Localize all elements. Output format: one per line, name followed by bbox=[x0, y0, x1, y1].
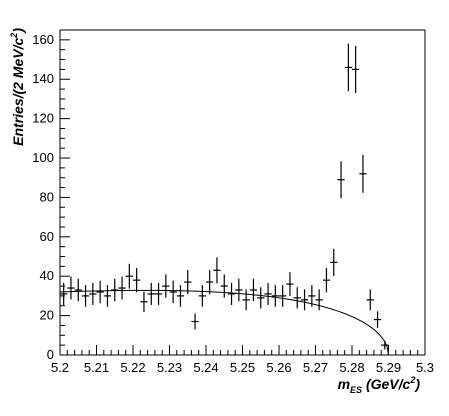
plot-frame bbox=[59, 29, 426, 356]
data-point bbox=[373, 311, 382, 328]
data-point bbox=[279, 285, 287, 307]
data-point bbox=[74, 278, 82, 302]
data-point bbox=[140, 291, 148, 313]
data-point bbox=[60, 282, 68, 305]
data-point bbox=[125, 263, 133, 289]
data-point bbox=[257, 287, 265, 309]
data-point bbox=[220, 274, 228, 298]
x-tick-label: 5.28 bbox=[339, 360, 364, 375]
data-point bbox=[293, 287, 301, 309]
y-axis-tick-labels: 0 20 40 60 80 100 120 140 160 bbox=[32, 32, 54, 362]
data-point bbox=[133, 267, 141, 293]
data-point bbox=[330, 248, 338, 277]
data-point bbox=[176, 285, 185, 307]
y-axis-ticks bbox=[60, 29, 70, 356]
y-tick-label: 40 bbox=[40, 268, 54, 283]
data-point bbox=[118, 276, 126, 300]
y-tick-label: 20 bbox=[40, 308, 54, 323]
data-point bbox=[381, 340, 389, 350]
y-axis-title-close: ) bbox=[10, 28, 26, 35]
data-point bbox=[235, 278, 243, 302]
data-point bbox=[308, 285, 316, 307]
data-point bbox=[147, 282, 155, 305]
data-point bbox=[96, 280, 104, 304]
x-axis-title-unit-close: ) bbox=[413, 376, 420, 392]
x-axis-title: mES (GeV/c2) bbox=[338, 375, 421, 395]
data-point bbox=[227, 282, 236, 305]
x-axis-title-unit-sup: 2 bbox=[409, 375, 415, 385]
x-axis-title-main: m bbox=[338, 376, 350, 392]
data-point bbox=[286, 272, 294, 296]
data-point bbox=[191, 313, 199, 330]
x-tick-label: 5.2 bbox=[51, 360, 69, 375]
y-tick-label: 160 bbox=[32, 32, 54, 47]
data-point bbox=[337, 161, 345, 199]
y-tick-label: 60 bbox=[40, 229, 54, 244]
x-axis-title-subscript: ES bbox=[350, 385, 362, 395]
data-point bbox=[81, 285, 90, 307]
data-point bbox=[315, 289, 323, 311]
data-point bbox=[111, 278, 119, 302]
x-tick-label: 5.24 bbox=[193, 360, 218, 375]
x-tick-label: 5.27 bbox=[303, 360, 328, 375]
data-point bbox=[103, 285, 112, 307]
x-axis-ticks bbox=[59, 345, 426, 355]
data-point bbox=[198, 285, 206, 307]
x-tick-label: 5.23 bbox=[157, 360, 182, 375]
data-point bbox=[206, 270, 214, 295]
data-point bbox=[242, 289, 250, 311]
data-point bbox=[184, 270, 192, 295]
data-point bbox=[322, 267, 331, 293]
x-tick-label: 5.3 bbox=[416, 360, 434, 375]
data-point bbox=[169, 280, 177, 304]
x-tick-label: 5.26 bbox=[266, 360, 291, 375]
data-point bbox=[359, 154, 367, 193]
y-axis-title-main: Entries/(2 MeV/c bbox=[10, 37, 26, 145]
x-tick-label: 5.29 bbox=[376, 360, 401, 375]
data-point bbox=[366, 289, 374, 311]
data-point bbox=[89, 282, 97, 305]
x-tick-label: 5.21 bbox=[84, 360, 109, 375]
y-tick-label: 120 bbox=[32, 111, 54, 126]
x-tick-label: 5.22 bbox=[120, 360, 145, 375]
data-point bbox=[271, 285, 279, 307]
y-tick-label: 0 bbox=[47, 347, 54, 362]
y-tick-label: 140 bbox=[32, 71, 54, 86]
data-point bbox=[249, 278, 258, 302]
y-axis-title-sup: 2 bbox=[9, 33, 19, 39]
data-point bbox=[213, 257, 221, 284]
data-points bbox=[60, 43, 389, 350]
data-point bbox=[154, 282, 163, 305]
data-point bbox=[67, 276, 75, 300]
data-point bbox=[162, 274, 170, 298]
data-point bbox=[344, 43, 352, 92]
data-point bbox=[300, 289, 309, 311]
x-tick-label: 5.25 bbox=[230, 360, 255, 375]
y-axis-title: Entries/(2 MeV/c2) bbox=[9, 28, 26, 146]
data-point bbox=[352, 45, 360, 94]
y-tick-label: 100 bbox=[32, 150, 54, 165]
x-axis-title-unit: (GeV/c bbox=[362, 376, 410, 392]
data-point bbox=[264, 282, 272, 305]
y-tick-label: 80 bbox=[40, 189, 54, 204]
x-axis-tick-labels: 5.2 5.21 5.22 5.23 5.24 5.25 5.26 5.27 5.28 5.29 5… bbox=[51, 360, 434, 375]
